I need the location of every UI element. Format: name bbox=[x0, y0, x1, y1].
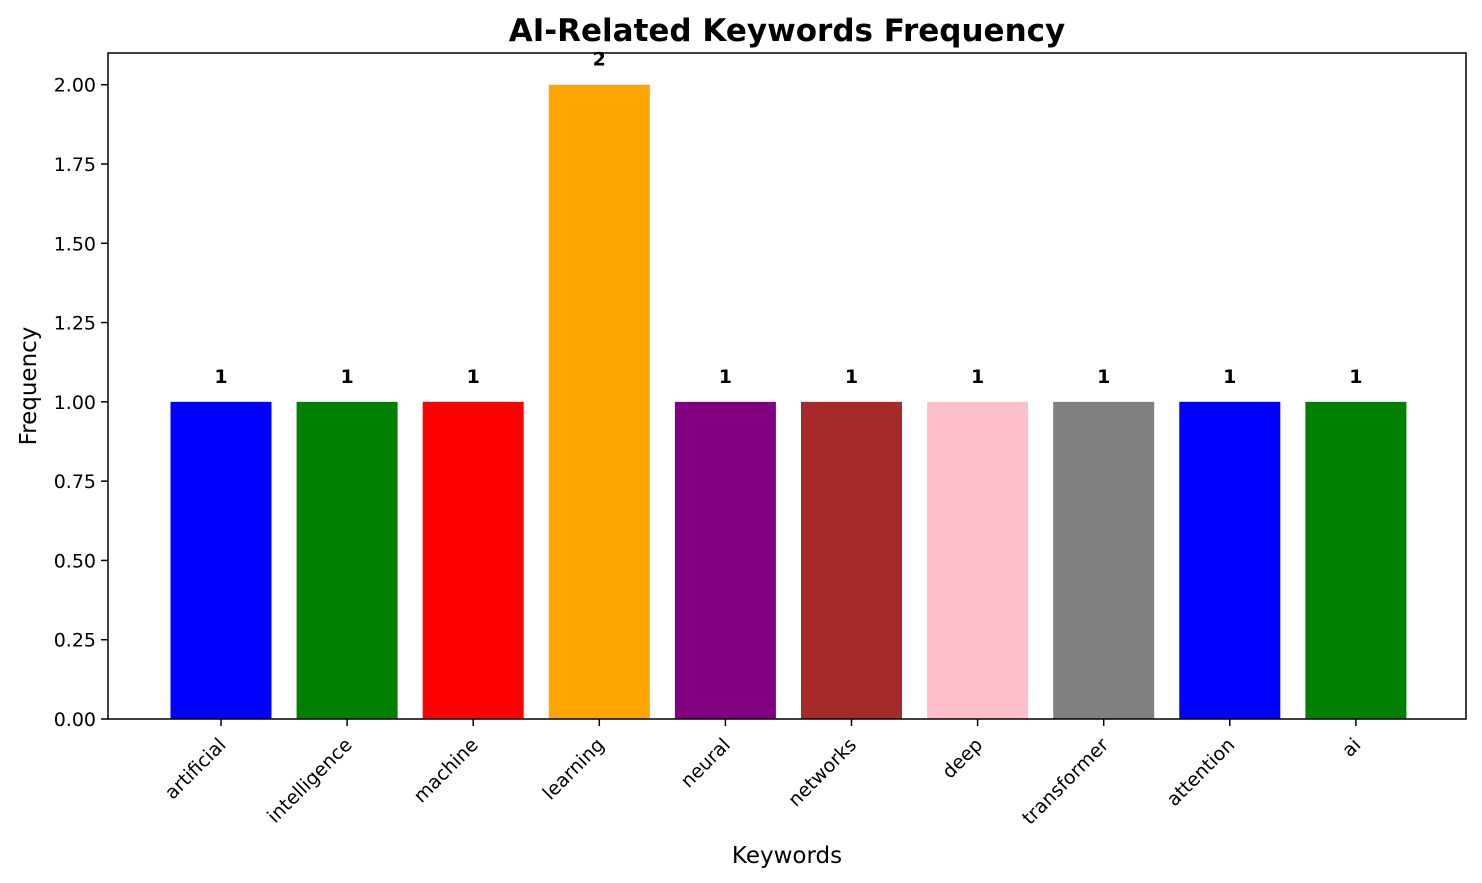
plot-frame bbox=[107, 52, 1467, 720]
bar-artificial bbox=[170, 401, 272, 719]
x-tick-label: transformer bbox=[1018, 734, 1113, 829]
bar-intelligence bbox=[296, 401, 398, 719]
y-ticks-group: 0.00 0.25 0.50 0.75 1.00 1.25 1.50 1.75 2.00 bbox=[54, 75, 108, 731]
data-label: 1 bbox=[719, 366, 732, 388]
y-tick-label: 1.25 bbox=[54, 313, 96, 335]
x-tick-label: ai bbox=[1338, 734, 1366, 762]
y-tick-label: 1.00 bbox=[54, 392, 96, 414]
x-tick-label: machine bbox=[409, 734, 482, 807]
data-label: 1 bbox=[467, 366, 480, 388]
y-tick-label: 0.25 bbox=[54, 630, 96, 652]
bar-ai bbox=[1305, 401, 1407, 719]
y-tick-label: 0.50 bbox=[54, 550, 96, 572]
data-label: 1 bbox=[214, 366, 227, 388]
y-tick-label: 0.75 bbox=[54, 471, 96, 493]
data-label: 1 bbox=[971, 366, 984, 388]
data-label: 1 bbox=[1223, 366, 1236, 388]
data-label: 1 bbox=[1097, 366, 1110, 388]
y-axis-label: Frequency bbox=[16, 327, 42, 446]
x-tick-label: networks bbox=[784, 734, 861, 811]
data-label: 1 bbox=[845, 366, 858, 388]
bar-attention bbox=[1179, 401, 1281, 719]
x-tick-label: neural bbox=[677, 734, 735, 792]
data-label: 1 bbox=[1349, 366, 1362, 388]
y-tick-label: 0.00 bbox=[54, 709, 96, 731]
x-axis-label: Keywords bbox=[732, 843, 842, 869]
data-label: 1 bbox=[340, 366, 353, 388]
bar-neural bbox=[674, 401, 776, 719]
y-tick-label: 1.50 bbox=[54, 233, 96, 255]
y-tick-label: 2.00 bbox=[54, 75, 96, 97]
bars-group bbox=[170, 84, 1407, 719]
y-tick-label: 1.75 bbox=[54, 154, 96, 176]
bar-deep bbox=[927, 401, 1029, 719]
x-tick-label: attention bbox=[1162, 734, 1239, 811]
bar-transformer bbox=[1053, 401, 1155, 719]
bar-learning bbox=[548, 84, 650, 719]
bar-machine bbox=[422, 401, 524, 719]
x-tick-label: artificial bbox=[161, 734, 231, 804]
chart-title: AI-Related Keywords Frequency bbox=[509, 13, 1065, 49]
x-tick-label: learning bbox=[538, 734, 608, 804]
x-tick-label: deep bbox=[938, 734, 987, 783]
data-label: 2 bbox=[593, 49, 606, 71]
data-labels-group: 1 1 1 2 1 1 1 1 1 1 bbox=[214, 49, 1362, 388]
bar-networks bbox=[801, 401, 902, 719]
x-ticks-group: artificial intelligence machine learning neu… bbox=[161, 719, 1366, 829]
x-tick-label: intelligence bbox=[263, 734, 357, 828]
